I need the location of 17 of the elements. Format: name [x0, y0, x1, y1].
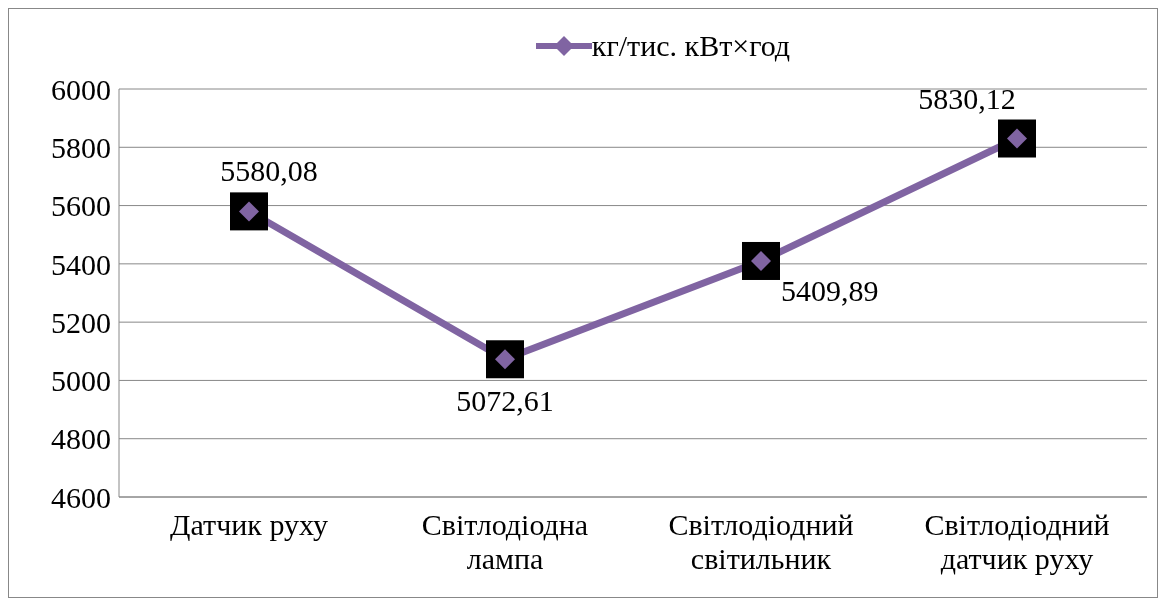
legend-label: кг/тис. кВт×год [591, 29, 791, 63]
data-label: 5409,89 [781, 273, 879, 307]
x-tick-label: Світлодіодна лампа [421, 508, 589, 575]
x-tick-label: Світлодіодний світильник [668, 508, 854, 575]
y-tick-label: 5600 [51, 189, 111, 223]
y-tick-label: 5000 [51, 364, 111, 398]
y-tick-label: 5800 [51, 130, 111, 164]
y-tick-label: 5200 [51, 305, 111, 339]
y-tick-label: 4600 [51, 480, 111, 514]
data-label: 5580,08 [220, 154, 318, 188]
y-tick-label: 5400 [51, 247, 111, 281]
y-tick-label: 4800 [51, 422, 111, 456]
data-label: 5072,61 [456, 384, 554, 418]
x-tick-label: Світлодіодний датчик руху [924, 508, 1110, 575]
x-tick-label: Датчик руху [170, 508, 328, 541]
data-label: 5830,12 [918, 81, 1016, 115]
y-tick-label: 6000 [51, 72, 111, 106]
